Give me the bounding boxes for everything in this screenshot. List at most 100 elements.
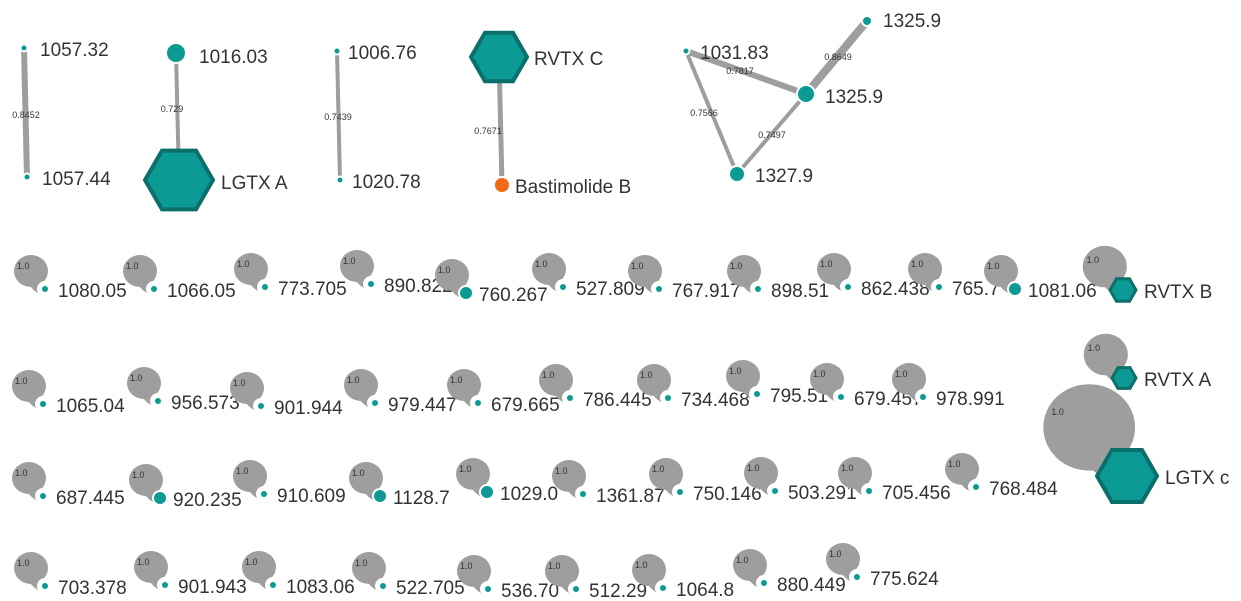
singleton-node-group[interactable]: 1.0 1128.7 — [349, 462, 450, 509]
hexagon-node[interactable] — [142, 148, 216, 212]
singleton-node-group[interactable]: 1.0 773.705 — [234, 253, 347, 300]
highlighted-node[interactable] — [495, 178, 509, 192]
singleton-node-group[interactable]: 1.0 503.291 — [744, 457, 857, 504]
circle-node[interactable] — [754, 391, 760, 397]
singleton-node-group[interactable]: 1.0 898.51 — [727, 255, 829, 302]
circle-node[interactable] — [167, 44, 185, 62]
circle-node[interactable] — [660, 585, 666, 591]
circle-node[interactable] — [337, 177, 343, 183]
circle-node[interactable] — [475, 400, 481, 406]
singleton-node-group[interactable]: 1.0 760.267 — [435, 259, 548, 306]
circle-node[interactable] — [656, 286, 662, 292]
circle-node[interactable] — [40, 401, 46, 407]
circle-node[interactable] — [261, 491, 267, 497]
singleton-node-group[interactable]: 1.0 527.809 — [532, 253, 645, 300]
circle-node[interactable] — [270, 582, 276, 588]
singleton-node-group[interactable]: 1.0 795.51 — [726, 360, 828, 407]
self-loop-edge — [945, 453, 979, 485]
circle-node[interactable] — [838, 394, 844, 400]
circle-node[interactable] — [262, 284, 268, 290]
circle-node[interactable] — [481, 486, 493, 498]
circle-node[interactable] — [772, 488, 778, 494]
singleton-node-group[interactable]: 1.0 910.609 — [233, 460, 346, 507]
singleton-node-group[interactable]: 1.0 920.235 — [129, 464, 242, 511]
singleton-node-group[interactable]: 1.0 862.438 — [817, 253, 930, 300]
circle-node[interactable] — [683, 48, 689, 54]
singleton-node-group[interactable]: 1.0 901.943 — [134, 551, 247, 598]
circle-node[interactable] — [1009, 283, 1021, 295]
hexagon-node[interactable] — [468, 30, 530, 84]
circle-node[interactable] — [258, 403, 264, 409]
singleton-node-group[interactable]: 1.0 RVTX A — [1083, 333, 1212, 391]
circle-node[interactable] — [374, 490, 386, 502]
singleton-node-group[interactable]: 1.0 1361.87 — [552, 460, 665, 507]
circle-node[interactable] — [863, 17, 871, 25]
singleton-node-group[interactable]: 1.0 750.146 — [649, 458, 762, 505]
circle-node[interactable] — [460, 287, 472, 299]
circle-node[interactable] — [798, 86, 814, 102]
singleton-node-group[interactable]: 1.0 767.917 — [628, 255, 741, 302]
circle-node[interactable] — [42, 286, 48, 292]
singleton-node-group[interactable]: 1.0 RVTX B — [1082, 245, 1213, 303]
singleton-node-group[interactable]: 1.0 979.447 — [344, 369, 457, 416]
circle-node[interactable] — [573, 586, 579, 592]
singleton-node-group[interactable]: 1.0 705.456 — [838, 457, 951, 504]
singleton-node-group[interactable]: 1.0 536.70 — [457, 555, 559, 601]
singleton-node-group[interactable]: 1.0 786.445 — [539, 364, 652, 411]
singleton-node-group[interactable]: 1.0 1080.05 — [14, 255, 127, 302]
singleton-node-group[interactable]: 1.0 1065.04 — [12, 370, 125, 417]
circle-node[interactable] — [866, 488, 872, 494]
singleton-node-group[interactable]: 1.0 734.468 — [637, 364, 750, 411]
singleton-node-group[interactable]: 1.0 703.378 — [14, 552, 127, 599]
singleton-node-group[interactable]: 1.0 1029.0 — [456, 458, 558, 505]
circle-node[interactable] — [334, 48, 340, 54]
circle-node[interactable] — [920, 394, 926, 400]
singleton-node-group[interactable]: 1.0 978.991 — [892, 363, 1005, 410]
circle-node[interactable] — [162, 582, 168, 588]
circle-node[interactable] — [42, 583, 48, 589]
circle-node[interactable] — [973, 484, 979, 490]
circle-node[interactable] — [154, 492, 166, 504]
circle-node[interactable] — [40, 493, 46, 499]
circle-node[interactable] — [854, 574, 860, 580]
singleton-node-group[interactable]: 1.0 901.944 — [230, 372, 343, 419]
circle-node[interactable] — [155, 398, 161, 404]
hexagon-node[interactable] — [1108, 277, 1138, 303]
circle-node[interactable] — [761, 580, 767, 586]
circle-node[interactable] — [24, 174, 30, 180]
singleton-node-group[interactable]: 1.0 1066.05 — [123, 255, 236, 302]
circle-node[interactable] — [485, 586, 491, 592]
singleton-node-group[interactable]: 1.0 LGTX c — [1043, 384, 1229, 504]
circle-node[interactable] — [368, 281, 374, 287]
edge-weight-label: 0.8452 — [12, 110, 40, 120]
self-loop-weight-label: 1.0 — [829, 549, 842, 559]
singleton-node-group[interactable]: 1.0 1081.06 — [984, 255, 1097, 302]
singleton-node-group[interactable]: 1.0 768.484 — [945, 453, 1058, 500]
hexagon-node[interactable] — [1110, 366, 1138, 390]
circle-node[interactable] — [151, 286, 157, 292]
circle-node[interactable] — [560, 284, 566, 290]
singleton-node-group[interactable]: 1.0 765.7 — [908, 253, 1000, 300]
circle-node[interactable] — [845, 284, 851, 290]
circle-node[interactable] — [567, 395, 573, 401]
singleton-node-group[interactable]: 1.0 1064.8 — [632, 554, 734, 601]
circle-node[interactable] — [372, 400, 378, 406]
singleton-node-group[interactable]: 1.0 1083.06 — [242, 551, 355, 598]
circle-node[interactable] — [580, 491, 586, 497]
circle-node[interactable] — [730, 167, 744, 181]
circle-node[interactable] — [936, 284, 942, 290]
singleton-node-group[interactable]: 1.0 687.445 — [12, 462, 125, 509]
singleton-node-group[interactable]: 1.0 775.624 — [826, 543, 939, 590]
singleton-node-group[interactable]: 1.0 679.665 — [447, 369, 560, 416]
circle-node[interactable] — [380, 583, 386, 589]
singleton-node-group[interactable]: 1.0 956.573 — [127, 367, 240, 414]
circle-node[interactable] — [665, 395, 671, 401]
singleton-node-group[interactable]: 1.0 522.705 — [352, 552, 465, 599]
circle-node[interactable] — [677, 489, 683, 495]
singleton-node-group[interactable]: 1.0 512.29 — [545, 555, 647, 601]
circle-node[interactable] — [755, 286, 761, 292]
singleton-node-group[interactable]: 1.0 880.449 — [733, 549, 846, 596]
circle-node[interactable] — [21, 45, 27, 51]
hexagon-node[interactable] — [1094, 448, 1160, 504]
